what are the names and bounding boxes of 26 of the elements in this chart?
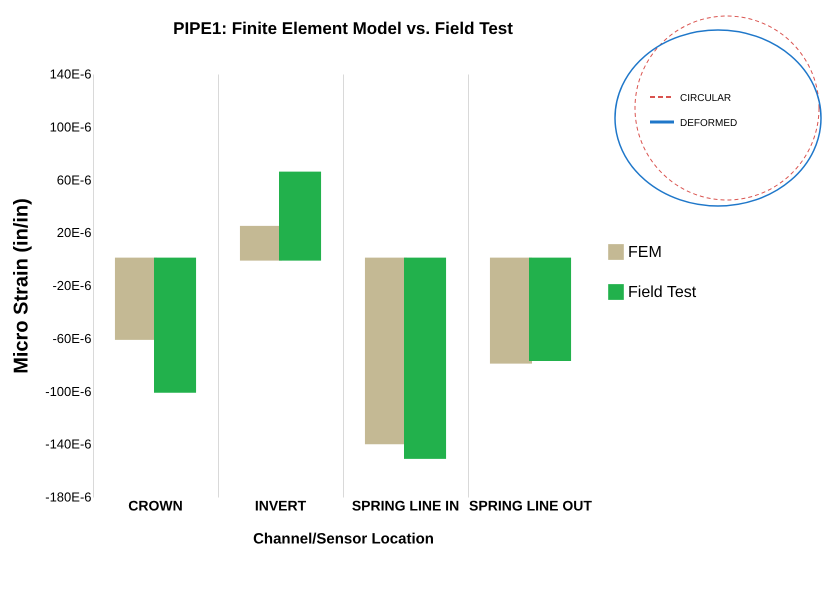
chart-title: PIPE1: Finite Element Model vs. Field Test	[173, 19, 514, 38]
y-tick-label: -100E-6	[45, 384, 92, 399]
bar	[490, 258, 532, 364]
y-axis-title: Micro Strain (in/in)	[10, 198, 32, 374]
bar	[364, 258, 407, 444]
x-tick-label: INVERT	[254, 498, 307, 514]
bar	[404, 258, 446, 459]
y-tick-label: -140E-6	[45, 436, 92, 452]
legend-label: FEM	[628, 244, 662, 261]
y-tick-label: -60E-6	[52, 330, 92, 346]
y-tick-label: -20E-6	[52, 278, 92, 293]
y-tick-label: 140E-6	[50, 66, 92, 82]
bar	[279, 172, 322, 261]
x-tick-label: SPRING LINE OUT	[469, 498, 592, 514]
bar	[154, 258, 196, 393]
x-tick-label: SPRING LINE IN	[352, 498, 460, 514]
legend-label: Field Test	[628, 284, 697, 301]
bar	[114, 258, 157, 340]
bar	[240, 226, 282, 261]
y-tick-label: 100E-6	[50, 119, 92, 134]
x-axis-title: Channel/Sensor Location	[253, 530, 434, 548]
y-tick-label: 20E-6	[56, 225, 92, 240]
bar	[529, 258, 572, 362]
y-tick-label: -180E-6	[45, 490, 92, 504]
y-tick-label: 60E-6	[56, 172, 92, 188]
x-tick-label: CROWN	[128, 498, 183, 514]
